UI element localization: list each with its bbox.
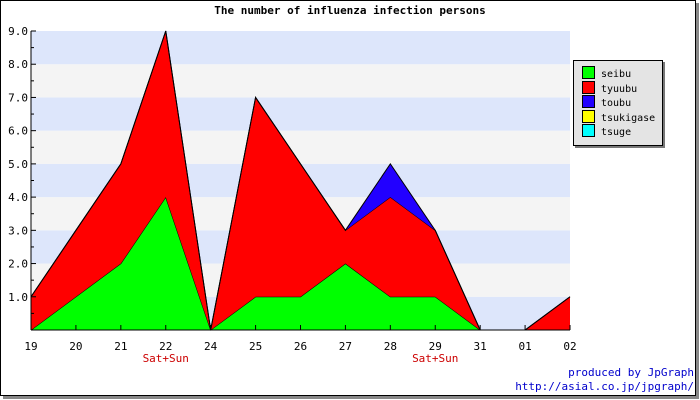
chart-title: The number of influenza infection person… — [214, 4, 486, 17]
legend-label: seibu — [601, 69, 632, 80]
legend-label: tyuubu — [601, 83, 638, 95]
legend-label: tsukigase — [601, 112, 656, 124]
y-tick-label: 2.0 — [8, 258, 28, 271]
legend-item-toubu: toubu — [582, 95, 631, 109]
legend-item-seibu: seibu — [582, 66, 631, 80]
x-tick-label: 20 — [69, 340, 82, 353]
y-tick-label: 9.0 — [8, 25, 28, 38]
weekend-label: Sat+Sun — [412, 352, 458, 365]
grid-band — [31, 97, 570, 131]
y-tick-label: 6.0 — [8, 125, 28, 138]
legend-item-tyuubu: tyuubu — [582, 80, 638, 95]
legend-swatch — [582, 95, 595, 108]
credit-line-1: produced by JpGraph — [568, 366, 694, 379]
x-tick-label: 28 — [384, 340, 397, 353]
weekend-label: Sat+Sun — [143, 352, 189, 365]
y-tick-label: 8.0 — [8, 58, 28, 71]
y-tick-label: 5.0 — [8, 158, 28, 171]
legend-item-tsukigase: tsukigase — [582, 109, 656, 124]
grid-band — [31, 130, 570, 164]
x-tick-label: 25 — [249, 340, 262, 353]
chart-legend: seibu tyuubu toubu tsukigase tsuge — [573, 60, 663, 146]
credit-link[interactable]: http://asial.co.jp/jpgraph/ — [515, 380, 694, 393]
x-tick-label: 01 — [518, 340, 531, 353]
legend-swatch — [582, 66, 595, 79]
y-tick-label: 1.0 — [8, 291, 28, 304]
x-tick-label: 26 — [294, 340, 307, 353]
y-tick-label: 3.0 — [8, 224, 28, 237]
grid-band — [31, 31, 570, 65]
legend-swatch — [582, 109, 595, 123]
series-area-tyuubu — [31, 31, 570, 330]
x-tick-label: 19 — [24, 340, 37, 353]
y-tick-label: 7.0 — [8, 91, 28, 104]
grid-band — [31, 64, 570, 98]
x-tick-label: 02 — [563, 340, 576, 353]
x-tick-label: 22 — [159, 340, 172, 353]
legend-swatch — [582, 124, 595, 137]
y-tick-label: 4.0 — [8, 191, 28, 204]
legend-label: toubu — [601, 98, 632, 109]
x-tick-label: 24 — [204, 340, 218, 353]
legend-swatch — [582, 80, 595, 94]
legend-item-tsuge: tsuge — [582, 124, 631, 138]
x-tick-label: 29 — [429, 340, 442, 353]
x-tick-label: 31 — [474, 340, 487, 353]
x-tick-label: 27 — [339, 340, 352, 353]
legend-label: tsuge — [601, 127, 632, 138]
x-tick-label: 21 — [114, 340, 127, 353]
